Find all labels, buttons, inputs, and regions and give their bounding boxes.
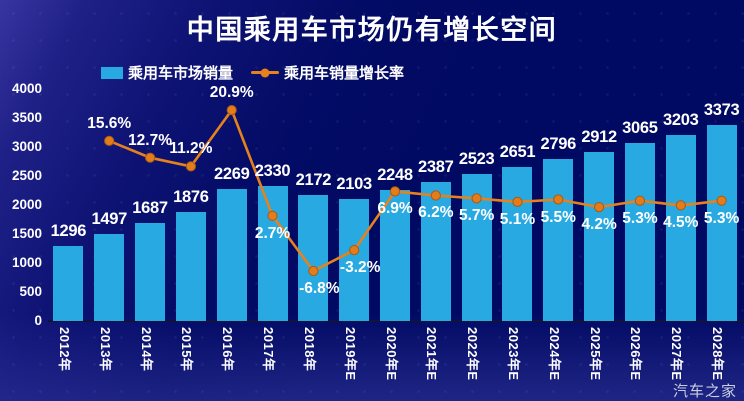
bar-value-label: 2330 [254, 161, 291, 180]
y-axis-tick-label: 3000 [11, 138, 42, 154]
sales-bar [543, 158, 574, 321]
bar-value-label: 3203 [662, 110, 699, 129]
x-axis-tick-label: 2013年 [97, 327, 113, 372]
x-axis-tick-label: 2019年E [342, 327, 358, 381]
growth-value-label: 11.2% [169, 140, 213, 158]
y-axis-tick-label: 1000 [11, 254, 42, 270]
sales-bar [502, 166, 533, 321]
growth-value-label: -3.2% [339, 259, 381, 277]
bar-value-label: 1687 [132, 198, 168, 217]
x-axis-tick-label: 2025年E [587, 327, 603, 381]
y-axis-tick-label: 1500 [11, 225, 42, 241]
bar-value-label: 2172 [295, 170, 332, 189]
y-axis-tick-label: 2500 [11, 167, 42, 183]
y-axis-tick-label: 4000 [11, 80, 42, 96]
x-axis-tick-label: 2028年E [710, 327, 726, 381]
sales-bar [216, 189, 247, 321]
growth-value-label: 6.9% [377, 200, 413, 218]
x-axis-tick-label: 2024年E [546, 327, 562, 381]
legend-item-sales: 乘用车市场销量 [101, 62, 233, 83]
x-axis-tick-label: 2017年 [261, 327, 277, 372]
bar-value-label: 2248 [377, 166, 413, 185]
legend: 乘用车市场销量 乘用车销量增长率 [101, 62, 404, 83]
growth-point [226, 105, 237, 116]
sales-bar [257, 185, 288, 321]
sales-bar [584, 151, 615, 321]
growth-value-label: 4.5% [663, 214, 699, 232]
y-axis-tick-label: 2000 [11, 196, 42, 212]
bar-value-label: 2651 [499, 142, 536, 161]
growth-value-label: -6.8% [299, 280, 340, 297]
sales-bar [94, 234, 125, 321]
sales-bar [298, 194, 329, 321]
sales-bar [461, 174, 492, 321]
bar-value-label: 1876 [173, 188, 209, 206]
bar-value-label: 2796 [540, 134, 577, 153]
growth-value-label: 12.7% [128, 131, 173, 149]
x-axis-tick-label: 2027年E [669, 327, 685, 381]
growth-value-label: 5.3% [703, 209, 740, 227]
chart-title: 中国乘用车市场仍有增长空间 [186, 15, 558, 45]
x-axis-tick-label: 2016年 [220, 327, 236, 372]
bar-value-label: 2269 [213, 165, 250, 184]
growth-point [145, 152, 156, 163]
growth-value-label: 5.7% [458, 207, 495, 225]
sales-bar [135, 222, 166, 321]
growth-value-label: 5.3% [622, 209, 658, 227]
x-axis-tick-label: 2014年 [138, 327, 154, 372]
growth-point [185, 161, 196, 172]
x-axis-tick-label: 2023年E [505, 327, 521, 381]
y-axis-tick-label: 500 [19, 283, 42, 299]
growth-value-label: 4.2% [581, 216, 617, 234]
bar-value-label: 1296 [50, 221, 87, 240]
bar-value-label: 2912 [581, 127, 617, 146]
growth-point [104, 135, 115, 146]
x-axis-line [48, 320, 744, 322]
bar-value-label: 2103 [336, 174, 372, 193]
bar-series-swatch-icon [101, 66, 123, 79]
sales-bar [53, 245, 84, 321]
x-axis-tick-label: 2020年E [383, 327, 399, 381]
x-axis-tick-label: 2015年 [179, 327, 195, 372]
growth-value-label: 5.1% [499, 210, 536, 228]
x-axis-tick-label: 2012年 [56, 327, 72, 372]
growth-value-label: 5.5% [540, 208, 576, 226]
y-axis-tick-label: 0 [34, 313, 42, 328]
x-axis-tick-label: 2021年E [424, 327, 440, 381]
x-axis-tick-label: 2026年E [628, 327, 644, 381]
growth-value-label: 6.2% [418, 204, 454, 222]
growth-value-label: 20.9% [209, 84, 254, 102]
bar-value-label: 2523 [458, 150, 495, 169]
x-axis-tick-label: 2018年 [301, 327, 317, 372]
x-axis-tick-label: 2022年E [465, 327, 481, 381]
bar-value-label: 1497 [91, 210, 127, 229]
bar-value-label: 3065 [622, 118, 658, 137]
growth-value-label: 15.6% [87, 114, 132, 132]
bar-value-label: 2387 [418, 158, 454, 177]
bar-value-label: 3373 [703, 101, 740, 120]
legend-sales-label: 乘用车市场销量 [128, 65, 234, 82]
growth-value-label: 2.7% [254, 224, 291, 242]
sales-bar [175, 212, 206, 321]
legend-growth-label: 乘用车销量增长率 [284, 65, 405, 82]
y-axis-tick-label: 3500 [11, 109, 42, 125]
watermark-autohome: 汽车之家 [672, 383, 737, 400]
line-series-swatch-icon [251, 71, 280, 74]
legend-item-growth: 乘用车销量增长率 [251, 62, 404, 83]
